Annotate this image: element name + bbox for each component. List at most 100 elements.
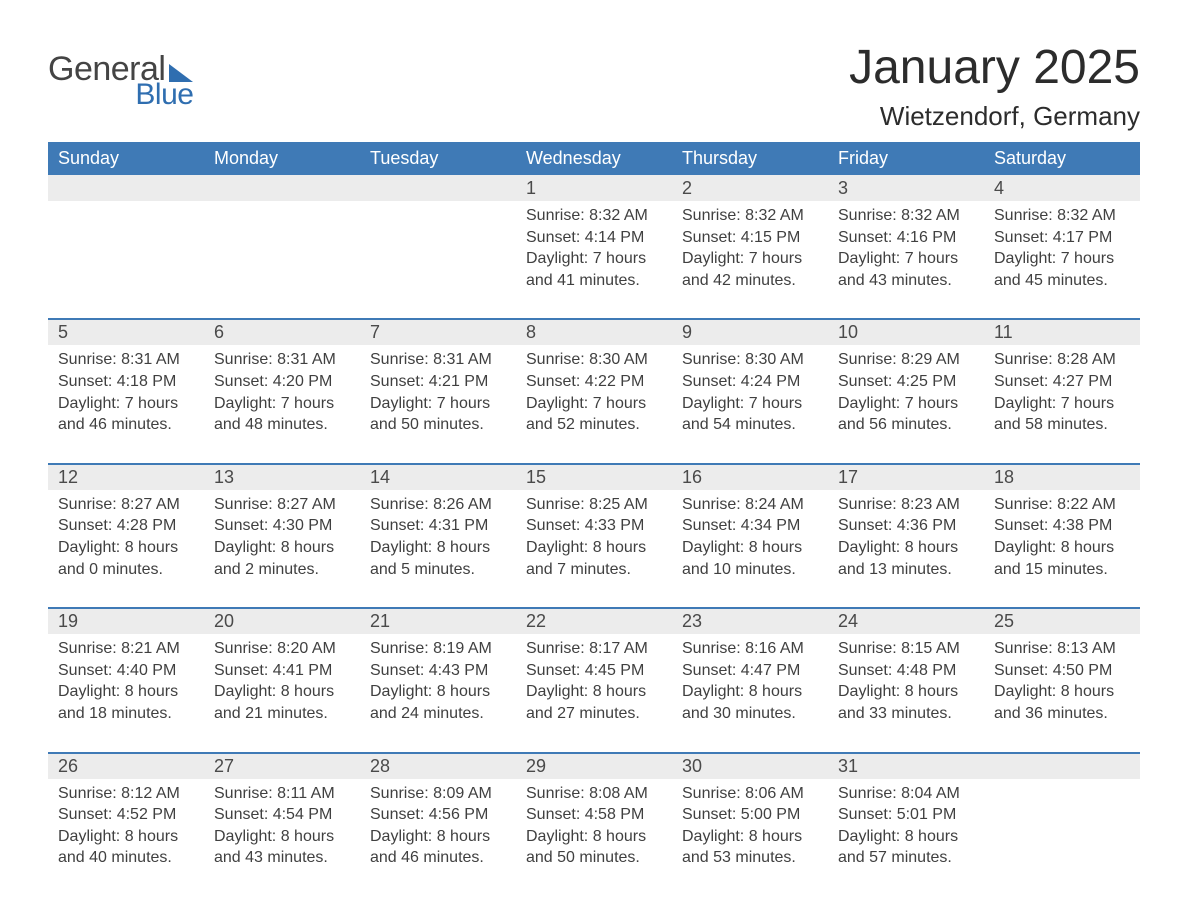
day-number: 1 [516, 175, 672, 201]
day-number: 18 [984, 464, 1140, 490]
day-cell: Sunrise: 8:16 AMSunset: 4:47 PMDaylight:… [672, 634, 828, 730]
daylight-text-2: and 36 minutes. [994, 703, 1130, 725]
day-number: 10 [828, 319, 984, 345]
sunset-text: Sunset: 4:22 PM [526, 371, 662, 393]
day-number: 14 [360, 464, 516, 490]
sunset-text: Sunset: 5:01 PM [838, 804, 974, 826]
sunset-text: Sunset: 4:15 PM [682, 227, 818, 249]
sunrise-text: Sunrise: 8:04 AM [838, 783, 974, 805]
day-number [204, 175, 360, 201]
daylight-text-2: and 27 minutes. [526, 703, 662, 725]
sunset-text: Sunset: 4:45 PM [526, 660, 662, 682]
sunrise-text: Sunrise: 8:06 AM [682, 783, 818, 805]
daylight-text-1: Daylight: 8 hours [526, 681, 662, 703]
daylight-text-1: Daylight: 8 hours [526, 537, 662, 559]
sunrise-text: Sunrise: 8:29 AM [838, 349, 974, 371]
separator-cell [48, 442, 1140, 464]
daylight-text-1: Daylight: 8 hours [214, 681, 350, 703]
sunset-text: Sunset: 4:27 PM [994, 371, 1130, 393]
daylight-text-2: and 57 minutes. [838, 847, 974, 869]
day-cell: Sunrise: 8:25 AMSunset: 4:33 PMDaylight:… [516, 490, 672, 586]
daynum-row: 19202122232425 [48, 608, 1140, 634]
day-content-row: Sunrise: 8:31 AMSunset: 4:18 PMDaylight:… [48, 345, 1140, 441]
sunrise-text: Sunrise: 8:32 AM [994, 205, 1130, 227]
daylight-text-1: Daylight: 8 hours [838, 681, 974, 703]
day-content-row: Sunrise: 8:27 AMSunset: 4:28 PMDaylight:… [48, 490, 1140, 586]
daylight-text-1: Daylight: 8 hours [370, 826, 506, 848]
sunrise-text: Sunrise: 8:30 AM [682, 349, 818, 371]
daylight-text-2: and 24 minutes. [370, 703, 506, 725]
day-number: 2 [672, 175, 828, 201]
daylight-text-2: and 53 minutes. [682, 847, 818, 869]
daylight-text-2: and 56 minutes. [838, 414, 974, 436]
sunset-text: Sunset: 4:43 PM [370, 660, 506, 682]
sunrise-text: Sunrise: 8:30 AM [526, 349, 662, 371]
day-cell: Sunrise: 8:17 AMSunset: 4:45 PMDaylight:… [516, 634, 672, 730]
daylight-text-1: Daylight: 8 hours [994, 681, 1130, 703]
day-content-row: Sunrise: 8:32 AM Sunset: 4:14 PM Daylight:… [48, 201, 1140, 297]
sunset-text: Sunset: 4:18 PM [58, 371, 194, 393]
daylight-text-1: Daylight: 8 hours [682, 826, 818, 848]
sunrise-text: Sunrise: 8:13 AM [994, 638, 1130, 660]
day-cell [48, 201, 204, 297]
sunrise-text: Sunrise: 8:15 AM [838, 638, 974, 660]
sunset-text: Sunset: 4:41 PM [214, 660, 350, 682]
daylight-text-2: and 46 minutes. [58, 414, 194, 436]
day-cell: Sunrise: 8:27 AMSunset: 4:28 PMDaylight:… [48, 490, 204, 586]
day-number: 3 [828, 175, 984, 201]
sunrise-text: Sunrise: 8:28 AM [994, 349, 1130, 371]
day-cell: Sunrise: 8:13 AMSunset: 4:50 PMDaylight:… [984, 634, 1140, 730]
sunrise-text: Sunrise: 8:21 AM [58, 638, 194, 660]
sunrise-text: Sunrise: 8:32 AM [838, 205, 974, 227]
day-number: 16 [672, 464, 828, 490]
dayhead-wednesday: Wednesday [516, 142, 672, 175]
day-number: 13 [204, 464, 360, 490]
daylight-text-2: and 15 minutes. [994, 559, 1130, 581]
daylight-text-1: Daylight: 7 hours [838, 248, 974, 270]
daylight-text-2: and 50 minutes. [370, 414, 506, 436]
day-number: 21 [360, 608, 516, 634]
sunrise-text: Sunrise: 8:17 AM [526, 638, 662, 660]
daylight-text-1: Daylight: 8 hours [838, 537, 974, 559]
sunrise-text: Sunrise: 8:31 AM [58, 349, 194, 371]
day-cell: Sunrise: 8:08 AMSunset: 4:58 PMDaylight:… [516, 779, 672, 875]
day-number: 8 [516, 319, 672, 345]
sunset-text: Sunset: 4:31 PM [370, 515, 506, 537]
sunset-text: Sunset: 4:25 PM [838, 371, 974, 393]
day-number: 11 [984, 319, 1140, 345]
daynum-row: 12131415161718 [48, 464, 1140, 490]
sunset-text: Sunset: 4:36 PM [838, 515, 974, 537]
daylight-text-1: Daylight: 8 hours [214, 537, 350, 559]
daylight-text-2: and 41 minutes. [526, 270, 662, 292]
sunset-text: Sunset: 5:00 PM [682, 804, 818, 826]
week-separator [48, 297, 1140, 319]
day-number: 24 [828, 608, 984, 634]
day-number: 5 [48, 319, 204, 345]
daylight-text-1: Daylight: 8 hours [838, 826, 974, 848]
daylight-text-1: Daylight: 8 hours [214, 826, 350, 848]
daylight-text-1: Daylight: 8 hours [58, 537, 194, 559]
day-cell: Sunrise: 8:28 AMSunset: 4:27 PMDaylight:… [984, 345, 1140, 441]
daynum-row: 262728293031 [48, 753, 1140, 779]
sunrise-text: Sunrise: 8:32 AM [682, 205, 818, 227]
sunrise-text: Sunrise: 8:31 AM [370, 349, 506, 371]
daylight-text-2: and 43 minutes. [214, 847, 350, 869]
sunset-text: Sunset: 4:40 PM [58, 660, 194, 682]
sunset-text: Sunset: 4:14 PM [526, 227, 662, 249]
daylight-text-1: Daylight: 8 hours [994, 537, 1130, 559]
day-number: 28 [360, 753, 516, 779]
daylight-text-2: and 0 minutes. [58, 559, 194, 581]
calendar-body: 1234Sunrise: 8:32 AMSunset: 4:14 PMDayli… [48, 175, 1140, 875]
daylight-text-1: Daylight: 7 hours [526, 393, 662, 415]
daylight-text-2: and 18 minutes. [58, 703, 194, 725]
daylight-text-2: and 2 minutes. [214, 559, 350, 581]
day-number: 23 [672, 608, 828, 634]
daylight-text-1: Daylight: 7 hours [682, 248, 818, 270]
day-cell: Sunrise: 8:15 AMSunset: 4:48 PMDaylight:… [828, 634, 984, 730]
sunrise-text: Sunrise: 8:27 AM [58, 494, 194, 516]
day-cell [360, 201, 516, 297]
day-cell: Sunrise: 8:30 AMSunset: 4:22 PMDaylight:… [516, 345, 672, 441]
daylight-text-2: and 52 minutes. [526, 414, 662, 436]
sunrise-text: Sunrise: 8:19 AM [370, 638, 506, 660]
sunrise-text: Sunrise: 8:27 AM [214, 494, 350, 516]
